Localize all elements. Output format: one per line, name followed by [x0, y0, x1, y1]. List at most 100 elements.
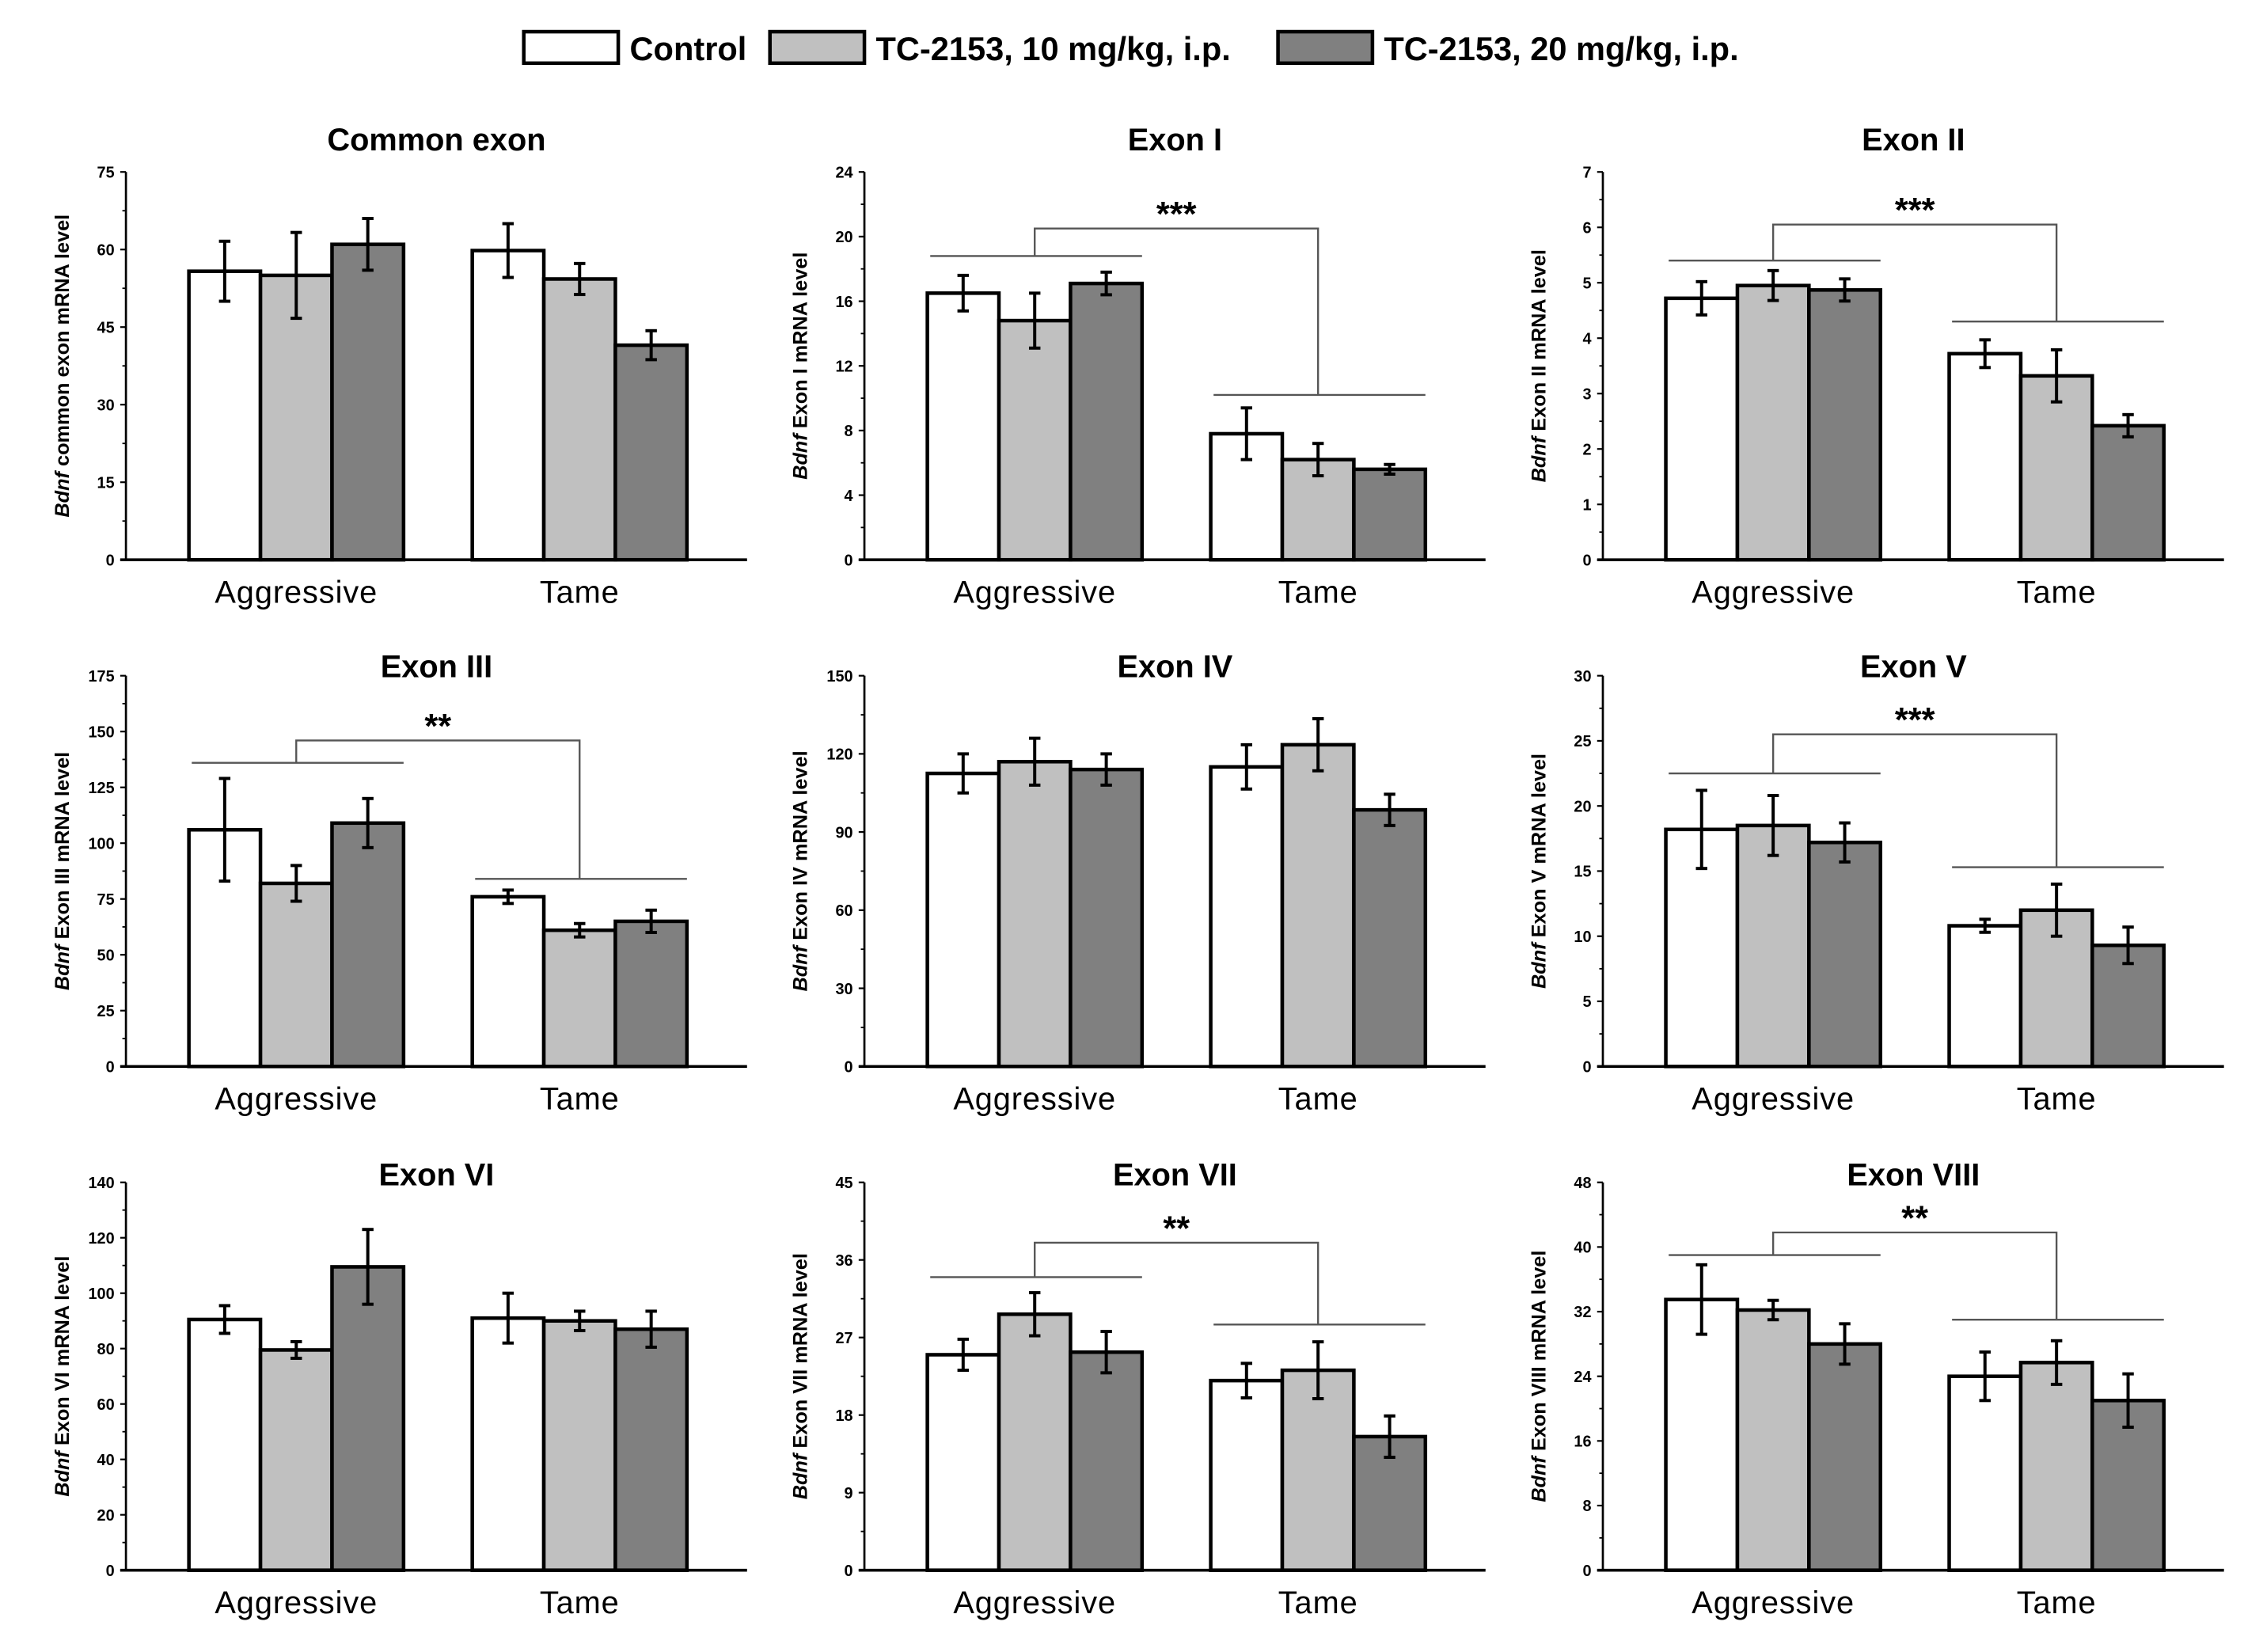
- panel-title: Exon IV: [1117, 649, 1232, 684]
- bar-tame-series-1: [1209, 1378, 1285, 1572]
- y-axis-label: Bdnf Exon VIII mRNA level: [1528, 1251, 1551, 1502]
- y-tick-label: 0: [845, 1563, 853, 1580]
- legend-swatch: [1276, 29, 1375, 66]
- bar-tame-series-2: [541, 1319, 617, 1572]
- y-axis-label-gene: Bdnf: [51, 1449, 74, 1497]
- bar-aggressive-series-3: [330, 1265, 406, 1572]
- panel-title: Exon VII: [1113, 1157, 1237, 1192]
- y-tick-label: 15: [97, 474, 115, 492]
- y-tick-label: 3: [1582, 385, 1591, 403]
- bar-tame-series-1: [1947, 924, 2023, 1069]
- y-tick-label: 100: [88, 835, 114, 853]
- y-tick-label: 40: [97, 1452, 115, 1469]
- y-tick-label: 16: [1574, 1434, 1591, 1451]
- y-axis-label-gene: Bdnf: [1528, 1455, 1551, 1502]
- bar-aggressive-series-1: [187, 1317, 263, 1572]
- y-axis-label-text: Exon VII mRNA level: [790, 1253, 812, 1454]
- y-tick-label: 0: [106, 1563, 115, 1580]
- y-tick-label: 2: [1582, 441, 1591, 458]
- bar-tame-series-2: [541, 928, 617, 1069]
- y-tick-label: 100: [88, 1286, 114, 1303]
- y-tick-label: 20: [835, 229, 852, 246]
- category-label: Aggressive: [1692, 1586, 1855, 1620]
- y-axis-label-gene: Bdnf: [51, 469, 74, 517]
- bar-aggressive-series-2: [258, 273, 334, 562]
- y-tick-label: 4: [845, 488, 853, 505]
- bar-aggressive-series-1: [925, 1353, 1001, 1572]
- y-tick-label: 30: [1574, 668, 1591, 685]
- bar-tame-series-1: [1947, 351, 2023, 562]
- category-label: Aggressive: [1692, 575, 1855, 610]
- legend-swatch: [768, 29, 867, 66]
- y-axis-label: Bdnf Exon III mRNA level: [51, 752, 74, 990]
- y-tick-label: 20: [97, 1507, 115, 1525]
- y-axis-label-text: Exon IV mRNA level: [790, 750, 812, 945]
- y-axis-label-gene: Bdnf: [790, 944, 812, 991]
- significance-label: **: [1163, 1210, 1190, 1248]
- category-label: Tame: [540, 575, 620, 610]
- y-tick-label: 48: [1574, 1175, 1591, 1192]
- significance-bracket: [1771, 1231, 2058, 1320]
- y-tick-label: 27: [835, 1330, 852, 1347]
- legend: Control TC-2153, 10 mg/kg, i.p. TC-2153, 2…: [522, 29, 1739, 67]
- significance-label: **: [1901, 1199, 1928, 1237]
- bar-aggressive-series-3: [1069, 1350, 1145, 1572]
- y-tick-label: 5: [1582, 993, 1591, 1011]
- bar-tame-series-1: [470, 1316, 546, 1572]
- y-axis-label-gene: Bdnf: [1528, 941, 1551, 989]
- bar-aggressive-series-1: [1664, 296, 1740, 562]
- y-tick-label: 12: [835, 358, 852, 375]
- bar-tame-series-3: [2090, 423, 2166, 562]
- y-tick-label: 30: [97, 397, 115, 414]
- legend-swatch: [522, 29, 621, 66]
- y-axis-label: Bdnf Exon I mRNA level: [790, 253, 812, 480]
- significance-bracket: [295, 739, 581, 879]
- y-tick-label: 30: [835, 981, 852, 998]
- y-tick-label: 40: [1574, 1240, 1591, 1257]
- y-tick-label: 0: [106, 1058, 115, 1076]
- y-tick-label: 0: [1582, 552, 1591, 569]
- y-tick-label: 175: [88, 668, 114, 685]
- y-tick-label: 18: [835, 1407, 852, 1425]
- panel-title: Exon V: [1860, 649, 1967, 684]
- y-axis-label-gene: Bdnf: [790, 432, 812, 480]
- y-tick-label: 36: [835, 1252, 852, 1270]
- significance-label: ***: [1895, 192, 1935, 230]
- y-tick-label: 60: [97, 1396, 115, 1414]
- y-tick-label: 16: [835, 294, 852, 311]
- category-label: Aggressive: [953, 1081, 1116, 1116]
- y-tick-label: 150: [88, 723, 114, 741]
- y-axis-label-text: common exon mRNA level: [51, 215, 74, 472]
- panel-title: Common exon: [327, 123, 545, 158]
- y-tick-label: 60: [835, 902, 852, 920]
- significance-label: **: [424, 708, 451, 746]
- category-label: Aggressive: [953, 1586, 1116, 1620]
- bar-aggressive-series-3: [1807, 840, 1883, 1069]
- bar-aggressive-series-2: [997, 318, 1073, 562]
- category-label: Tame: [540, 1586, 620, 1620]
- y-tick-label: 75: [97, 164, 115, 181]
- panel-exon-iii: Exon III Bdnf Exon III mRNA level 0 25 50 75 1…: [51, 649, 747, 1116]
- y-tick-label: 32: [1574, 1304, 1591, 1321]
- y-tick-label: 125: [88, 780, 114, 797]
- y-tick-label: 0: [106, 552, 115, 569]
- bar-tame-series-2: [1280, 742, 1356, 1069]
- panel-title: Exon VI: [379, 1157, 495, 1192]
- y-axis-label-text: Exon VI mRNA level: [51, 1256, 74, 1451]
- y-axis-label: Bdnf Exon VI mRNA level: [51, 1256, 74, 1497]
- category-label: Aggressive: [215, 575, 378, 610]
- y-axis-label-gene: Bdnf: [51, 943, 74, 990]
- bar-tame-series-2: [541, 277, 617, 562]
- bar-tame-series-1: [1947, 1374, 2023, 1572]
- significance-bracket: [1771, 733, 2058, 868]
- panel-exon-vii: Exon VII Bdnf Exon VII mRNA level 0 9 18 27 36…: [790, 1157, 1486, 1620]
- panel-title: Exon II: [1862, 123, 1965, 158]
- bar-aggressive-series-1: [925, 291, 1001, 562]
- y-axis-label: Bdnf Exon VII mRNA level: [790, 1253, 812, 1499]
- y-tick-label: 0: [845, 552, 853, 569]
- y-tick-label: 0: [1582, 1563, 1591, 1580]
- bar-aggressive-series-2: [1735, 1308, 1811, 1572]
- bar-aggressive-series-3: [1807, 1342, 1883, 1572]
- y-axis-label: Bdnf common exon mRNA level: [51, 215, 74, 518]
